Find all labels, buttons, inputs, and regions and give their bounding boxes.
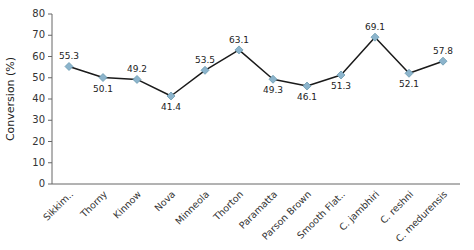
data-label: 63.1 xyxy=(229,35,249,45)
data-label: 57.8 xyxy=(433,46,453,56)
y-tick-label: 50 xyxy=(32,72,45,83)
y-tick-label: 70 xyxy=(32,29,45,40)
point xyxy=(303,82,311,90)
data-label: 51.3 xyxy=(331,81,351,91)
point xyxy=(439,57,447,65)
chart-container: 01020304050607080Conversion (%)Sikkim..T… xyxy=(0,0,474,250)
x-tick-label: Sikkim.. xyxy=(41,188,75,222)
data-label: 52.1 xyxy=(399,79,419,89)
y-tick xyxy=(48,56,52,57)
x-tick-label: C. jambhiri xyxy=(337,188,381,232)
point xyxy=(99,74,107,82)
x-tick-label: C. medurensis xyxy=(393,188,449,244)
x-tick-label: Kinnow xyxy=(111,188,143,220)
point xyxy=(371,33,379,41)
data-label: 41.4 xyxy=(161,102,181,112)
y-tick xyxy=(48,184,52,185)
x-tick-label: Minneola xyxy=(173,188,211,226)
point xyxy=(235,46,243,54)
y-tick-label: 20 xyxy=(32,136,45,147)
x-tick-label: Thorny xyxy=(77,188,109,220)
x-tick-label: Nova xyxy=(152,188,177,213)
y-tick-label: 10 xyxy=(32,157,45,168)
plot-area xyxy=(65,33,447,100)
y-tick xyxy=(48,35,52,36)
y-tick-label: 60 xyxy=(32,51,45,62)
point xyxy=(133,75,141,83)
point xyxy=(167,92,175,100)
point xyxy=(65,62,73,70)
y-tick xyxy=(48,141,52,142)
x-tick-label: Smooth Flat.. xyxy=(295,188,348,241)
y-tick-label: 40 xyxy=(32,93,45,104)
data-label: 49.3 xyxy=(263,85,283,95)
x-tick-label: Thorton xyxy=(210,188,245,223)
line xyxy=(69,37,443,96)
y-tick-label: 30 xyxy=(32,114,45,125)
y-tick xyxy=(48,162,52,163)
y-tick-label: 0 xyxy=(39,178,45,189)
x-axis-line xyxy=(52,184,460,185)
data-label: 69.1 xyxy=(365,22,385,32)
y-tick xyxy=(48,99,52,100)
y-tick xyxy=(48,77,52,78)
y-tick xyxy=(48,120,52,121)
y-tick-label: 80 xyxy=(32,8,45,19)
data-label: 55.3 xyxy=(59,51,79,61)
y-axis-label: Conversion (%) xyxy=(4,57,17,141)
data-label: 53.5 xyxy=(195,55,215,65)
point xyxy=(337,71,345,79)
data-label: 46.1 xyxy=(297,92,317,102)
chart: 01020304050607080Conversion (%)Sikkim..T… xyxy=(0,0,474,250)
point xyxy=(269,75,277,83)
data-label: 50.1 xyxy=(93,84,113,94)
data-label: 49.2 xyxy=(127,64,147,74)
point xyxy=(201,66,209,74)
point xyxy=(405,69,413,77)
y-tick xyxy=(48,14,52,15)
